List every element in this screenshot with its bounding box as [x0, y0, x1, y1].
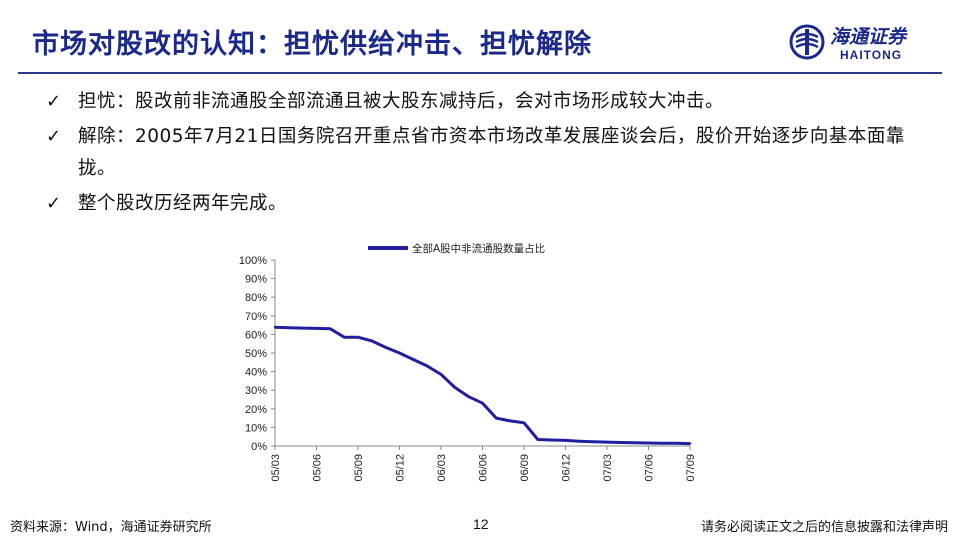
x-tick-label: 05/06 — [312, 454, 324, 482]
logo-chinese-name: 海通证券 — [830, 26, 907, 48]
data-point — [550, 438, 553, 442]
page-title: 市场对股改的认知：担忧供给冲击、担忧解除 — [32, 29, 592, 60]
x-tick-label: 06/06 — [478, 454, 490, 482]
x-tick-label: 06/03 — [436, 454, 448, 482]
data-point — [647, 441, 650, 445]
data-point — [578, 440, 581, 443]
data-point — [315, 327, 318, 330]
bullet-text: 解除：2005年7月21日国务院召开重点省市资本市场改革发展座谈会后，股价开始逐… — [78, 126, 905, 179]
bullet-text: 整个股改历经两年完成。 — [78, 193, 288, 214]
data-point — [453, 386, 456, 389]
data-point — [688, 442, 692, 445]
y-tick-label: 10% — [245, 422, 267, 434]
data-point — [495, 416, 498, 420]
y-tick-label: 50% — [245, 348, 267, 360]
data-point — [675, 442, 678, 445]
y-tick-label: 30% — [245, 385, 267, 397]
x-tick-label: 07/06 — [644, 454, 656, 482]
data-point — [287, 326, 290, 329]
haitong-logo: 海通证券 HAITONG — [788, 20, 938, 70]
logo-english-name: HAITONG — [840, 48, 903, 62]
bullet-item: ✓ 担忧：股改前非流通股全部流通且被大股东减持后，会对市场形成较大冲击。 — [46, 86, 926, 118]
source-note: 资料来源：Wind，海通证券研究所 — [10, 520, 212, 535]
x-tick-label: 07/09 — [685, 454, 697, 482]
bullet-item: ✓ 整个股改历经两年完成。 — [46, 188, 926, 220]
data-point — [619, 441, 622, 444]
data-point — [273, 326, 277, 329]
checkmark-icon: ✓ — [46, 193, 62, 214]
y-tick-label: 60% — [245, 329, 267, 341]
bullet-item: ✓ 解除：2005年7月21日国务院召开重点省市资本市场改革发展座谈会后，股价开… — [46, 121, 926, 185]
data-point — [536, 438, 539, 441]
x-tick-label: 06/12 — [561, 454, 573, 482]
data-point — [467, 395, 470, 398]
data-point — [301, 326, 304, 330]
y-tick-label: 90% — [245, 274, 267, 286]
disclaimer: 请务必阅读正文之后的信息披露和法律声明 — [700, 520, 948, 535]
data-point — [592, 440, 595, 443]
data-point — [605, 440, 609, 444]
x-tick-label: 07/03 — [602, 454, 614, 482]
y-tick-label: 80% — [245, 292, 267, 304]
non-tradable-share-ratio-chart: 全部A股中非流通股数量占比 0% 10% 20% 30% 40% 50% 60% 70% 80% 9… — [239, 242, 697, 482]
data-point — [412, 358, 415, 361]
bullet-text: 担忧：股改前非流通股全部流通且被大股东减持后，会对市场形成较大冲击。 — [78, 91, 725, 112]
data-point — [564, 439, 567, 442]
data-point — [370, 339, 373, 343]
x-tick-label: 06/09 — [519, 454, 531, 482]
y-tick-label: 40% — [245, 367, 267, 379]
data-point — [329, 327, 332, 330]
data-point — [343, 336, 346, 339]
data-point — [384, 346, 387, 349]
data-point — [439, 373, 443, 376]
title-divider — [18, 72, 942, 74]
data-point — [398, 351, 401, 355]
checkmark-icon: ✓ — [46, 126, 62, 147]
data-point — [481, 402, 484, 405]
x-tick-label: 05/12 — [395, 454, 407, 482]
y-tick-label: 70% — [245, 311, 267, 323]
y-tick-label: 100% — [239, 255, 267, 267]
data-point — [426, 364, 429, 368]
series-line — [274, 325, 691, 446]
page-number: 12 — [473, 516, 489, 532]
haitong-emblem-icon — [789, 24, 825, 60]
y-tick-label: 0% — [251, 441, 267, 453]
y-tick-label: 20% — [245, 404, 267, 416]
data-point — [661, 442, 664, 445]
legend-label: 全部A股中非流通股数量占比 — [412, 242, 545, 255]
x-tick-label: 05/09 — [353, 454, 365, 482]
data-point — [509, 419, 512, 423]
data-point — [356, 336, 360, 339]
bullet-list: ✓ 担忧：股改前非流通股全部流通且被大股东减持后，会对市场形成较大冲击。 ✓ 解… — [46, 86, 926, 223]
data-point — [633, 441, 636, 444]
x-tick-label: 05/03 — [270, 454, 282, 482]
data-point — [522, 421, 526, 424]
checkmark-icon: ✓ — [46, 91, 62, 112]
